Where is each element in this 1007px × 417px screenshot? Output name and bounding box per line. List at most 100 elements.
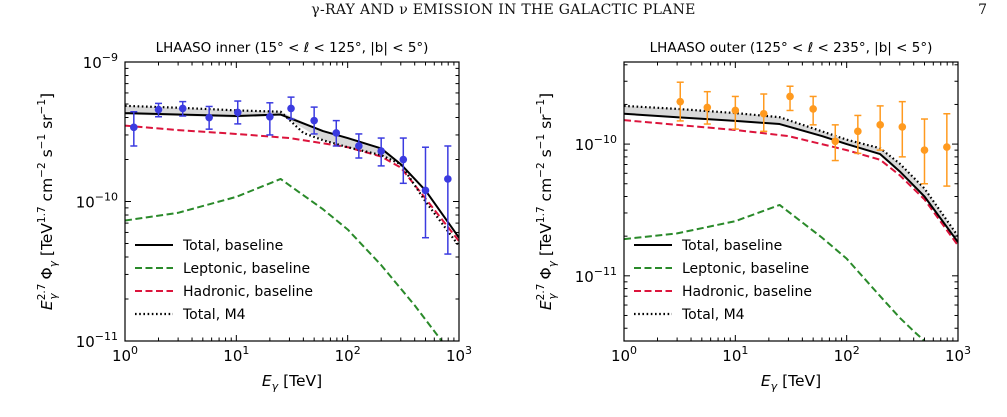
series-line-total-m4 (624, 104, 958, 237)
y-tick-label: 10−10 (575, 133, 617, 154)
data-marker (332, 129, 341, 137)
data-marker (854, 127, 862, 136)
data-point (831, 124, 840, 162)
x-tick-label: 102 (834, 344, 860, 365)
data-point (786, 85, 794, 112)
data-point (287, 96, 295, 120)
series-line-hadronic-baseline (125, 124, 459, 242)
data-marker (310, 116, 318, 125)
data-point (676, 81, 685, 122)
data-point (854, 114, 862, 155)
data-point (130, 110, 138, 147)
axis-ticks (124, 61, 460, 342)
data-marker (266, 112, 274, 121)
y-tick-label: 10−10 (76, 191, 118, 212)
x-tick-label: 100 (112, 344, 138, 365)
x-tick-label: 100 (611, 344, 637, 365)
x-axis-label: Eγ [TeV] (761, 372, 821, 393)
data-marker (377, 147, 385, 155)
legend-entry: Hadronic, baseline (634, 284, 812, 300)
y-axis-label: E2.7γ Φγ [TeV1.7 cm−2 s−1 sr−1] (36, 93, 60, 310)
data-point (943, 112, 951, 187)
data-point (266, 102, 274, 136)
y-tick-label: 10−9 (83, 51, 118, 72)
data-marker (898, 123, 907, 131)
data-point (205, 105, 213, 130)
data-marker (876, 121, 884, 129)
data-marker (731, 106, 740, 115)
chart-title: LHAASO outer (125° < ℓ < 235°, |b| < 5°) (650, 40, 933, 56)
data-marker (809, 105, 817, 113)
data-point (178, 100, 187, 117)
data-point (377, 137, 385, 167)
data-point (731, 95, 740, 130)
data-marker (444, 175, 452, 183)
legend-label: Total, M4 (681, 307, 745, 323)
legend: Total, baseline Leptonic, baseline Hadroni… (135, 238, 313, 323)
data-marker (920, 146, 929, 154)
data-point (920, 118, 929, 185)
data-marker (786, 92, 794, 101)
data-marker (355, 142, 363, 150)
legend: Total, baseline Leptonic, baseline Hadroni… (634, 238, 812, 323)
data-marker (831, 137, 840, 146)
data-point (703, 90, 712, 125)
data-point (355, 133, 363, 159)
x-axis-label: Eγ [TeV] (262, 372, 322, 393)
data-marker (421, 186, 430, 195)
data-point (876, 105, 884, 151)
page-header: γ-RAY AND ν EMISSION IN THE GALACTIC PLA… (0, 0, 1007, 24)
legend-entry: Total, M4 (634, 307, 745, 323)
x-tick-label: 101 (223, 344, 249, 365)
data-marker (205, 113, 213, 122)
y-axis-label: E2.7γ Φγ [TeV1.7 cm−2 s−1 sr−1] (535, 93, 559, 310)
legend-entry: Total, M4 (135, 307, 246, 323)
series-line-leptonic-baseline (125, 177, 443, 341)
data-point (233, 100, 242, 125)
plot-area (624, 81, 958, 341)
chart-title: LHAASO inner (15° < ℓ < 125°, |b| < 5°) (156, 40, 429, 56)
data-point (310, 106, 318, 135)
data-point (898, 100, 907, 158)
data-point (154, 102, 163, 118)
y-tick-label: 10−11 (575, 265, 617, 286)
series-line-total-m4 (125, 104, 459, 247)
data-point (399, 137, 408, 185)
data-marker (943, 143, 951, 151)
data-marker (759, 109, 768, 118)
axes-frame (623, 61, 959, 342)
data-marker (154, 105, 163, 114)
legend-label: Total, baseline (681, 238, 782, 254)
data-marker (233, 108, 242, 117)
legend-label: Hadronic, baseline (682, 284, 812, 300)
series-line-hadronic-baseline (624, 119, 958, 247)
data-point (332, 119, 341, 147)
legend-entry: Total, baseline (135, 238, 283, 254)
data-point (809, 95, 817, 126)
legend-label: Total, M4 (182, 307, 246, 323)
legend-label: Total, baseline (182, 238, 283, 254)
legend-entry: Leptonic, baseline (634, 261, 809, 277)
y-tick-label: 10−11 (76, 330, 118, 351)
x-tick-label: 102 (335, 344, 361, 365)
x-tick-label: 103 (945, 344, 971, 365)
data-marker (399, 155, 408, 164)
axis-ticks (623, 62, 959, 341)
legend-label: Hadronic, baseline (183, 284, 313, 300)
data-marker (178, 104, 187, 113)
legend-entry: Leptonic, baseline (135, 261, 310, 277)
running-head: γ-RAY AND ν EMISSION IN THE GALACTIC PLA… (311, 2, 696, 18)
plot-area (125, 96, 459, 341)
x-tick-label: 103 (446, 344, 472, 365)
data-point (421, 146, 430, 239)
data-marker (703, 103, 712, 112)
data-point (444, 145, 452, 255)
x-tick-label: 101 (722, 344, 748, 365)
data-marker (130, 123, 138, 132)
legend-label: Leptonic, baseline (682, 261, 809, 277)
legend-label: Leptonic, baseline (183, 261, 310, 277)
data-marker (287, 104, 295, 113)
chart-panel-1: 100 101 102 103 10−11 10−10 10−9 LHAASO inner (… (36, 40, 472, 393)
legend-entry: Hadronic, baseline (135, 284, 313, 300)
